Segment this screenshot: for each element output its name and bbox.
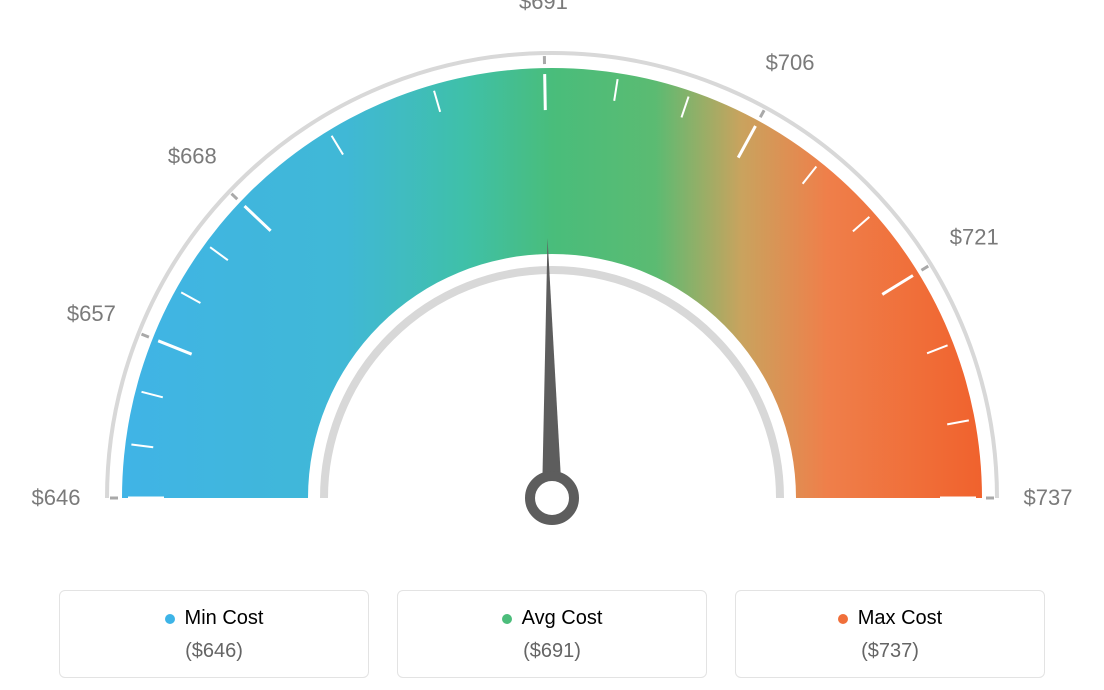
legend-title-min: Min Cost bbox=[165, 607, 264, 630]
legend-row: Min Cost ($646) Avg Cost ($691) Max Cost… bbox=[0, 590, 1104, 678]
legend-title-avg: Avg Cost bbox=[502, 607, 603, 630]
legend-card-min: Min Cost ($646) bbox=[59, 590, 369, 678]
legend-label-avg: Avg Cost bbox=[522, 607, 603, 630]
svg-text:$668: $668 bbox=[168, 143, 217, 168]
legend-value-avg: ($691) bbox=[408, 640, 696, 663]
legend-label-max: Max Cost bbox=[858, 607, 942, 630]
svg-text:$657: $657 bbox=[67, 301, 116, 326]
legend-dot-avg bbox=[502, 614, 512, 624]
svg-text:$691: $691 bbox=[519, 0, 568, 14]
legend-card-avg: Avg Cost ($691) bbox=[397, 590, 707, 678]
legend-card-max: Max Cost ($737) bbox=[735, 590, 1045, 678]
legend-dot-min bbox=[165, 614, 175, 624]
gauge-svg: $646 $657 $668 $691 $706 $721 $737 bbox=[0, 0, 1104, 580]
svg-text:$646: $646 bbox=[32, 485, 81, 510]
legend-title-max: Max Cost bbox=[838, 607, 942, 630]
svg-text:$721: $721 bbox=[950, 225, 999, 250]
legend-value-max: ($737) bbox=[746, 640, 1034, 663]
legend-dot-max bbox=[838, 614, 848, 624]
legend-label-min: Min Cost bbox=[185, 607, 264, 630]
svg-text:$737: $737 bbox=[1024, 485, 1073, 510]
legend-value-min: ($646) bbox=[70, 640, 358, 663]
svg-text:$706: $706 bbox=[766, 50, 815, 75]
gauge-chart: $646 $657 $668 $691 $706 $721 $737 bbox=[0, 0, 1104, 580]
